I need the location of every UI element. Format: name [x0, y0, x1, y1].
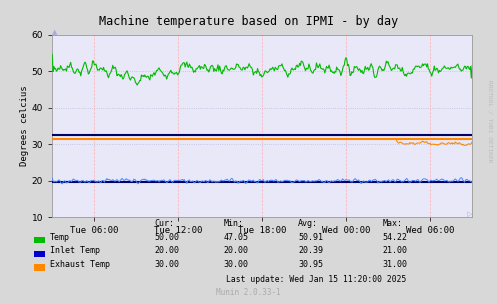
Text: 54.22: 54.22 — [383, 233, 408, 242]
Text: Last update: Wed Jan 15 11:20:00 2025: Last update: Wed Jan 15 11:20:00 2025 — [226, 275, 407, 284]
Text: ▲: ▲ — [52, 29, 58, 35]
Text: Munin 2.0.33-1: Munin 2.0.33-1 — [216, 288, 281, 297]
Text: 50.91: 50.91 — [298, 233, 323, 242]
Text: Cur:: Cur: — [154, 219, 174, 228]
Text: Max:: Max: — [383, 219, 403, 228]
Text: 47.05: 47.05 — [224, 233, 248, 242]
Text: 50.00: 50.00 — [154, 233, 179, 242]
Text: Inlet Temp: Inlet Temp — [50, 246, 100, 255]
Text: 20.39: 20.39 — [298, 246, 323, 255]
Text: 21.00: 21.00 — [383, 246, 408, 255]
Text: Temp: Temp — [50, 233, 70, 242]
Text: ▷: ▷ — [467, 211, 472, 217]
Text: 31.00: 31.00 — [383, 260, 408, 269]
Text: Machine temperature based on IPMI - by day: Machine temperature based on IPMI - by d… — [99, 15, 398, 28]
Text: 20.00: 20.00 — [224, 246, 248, 255]
Y-axis label: Degrees celcius: Degrees celcius — [20, 86, 29, 167]
Text: 20.00: 20.00 — [154, 246, 179, 255]
Text: 30.95: 30.95 — [298, 260, 323, 269]
Text: Min:: Min: — [224, 219, 244, 228]
Text: RRDTOOL / TOBI OETIKER: RRDTOOL / TOBI OETIKER — [487, 80, 492, 163]
Text: Avg:: Avg: — [298, 219, 318, 228]
Text: Exhaust Temp: Exhaust Temp — [50, 260, 110, 269]
Text: 30.00: 30.00 — [224, 260, 248, 269]
Text: 30.00: 30.00 — [154, 260, 179, 269]
